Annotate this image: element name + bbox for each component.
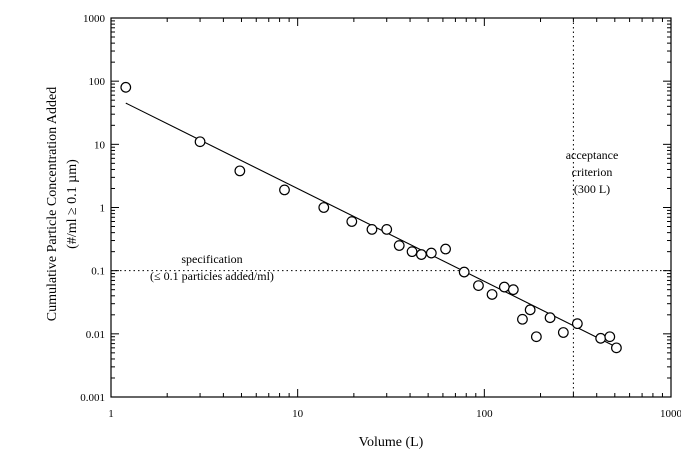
data-point [406,246,418,258]
data-point [530,331,542,343]
data-point [194,136,206,148]
x-tick-label: 1000 [660,408,681,420]
data-point [517,313,528,325]
y-tick-label: 1 [100,203,106,215]
data-point [440,243,451,255]
data-point [486,289,498,300]
data-point [557,327,569,338]
data-point [611,342,622,354]
x-tick-label: 10 [292,408,304,420]
x-tick-label: 100 [476,408,493,420]
annotation-acceptance-criterion: acceptance criterion (300 L) [566,148,619,196]
data-point [595,332,607,344]
data-point [120,81,132,93]
data-point [604,331,616,343]
y-tick-label: 0.01 [86,329,105,341]
annotation-specification-line: (≤ 0.1 particles added/ml) [150,269,274,283]
x-tick-label: 1 [108,408,114,420]
annotation-acceptance-line: acceptance [566,148,619,162]
data-point [498,281,510,293]
annotation-specification: specification (≤ 0.1 particles added/ml) [150,252,274,283]
data-point [279,184,290,196]
y-tick-label: 0.001 [80,392,105,404]
data-point [571,318,583,330]
annotation-specification-line: specification [181,252,242,266]
data-point [366,224,378,235]
y-tick-label: 0.1 [91,266,105,278]
y-axis-title: Cumulative Particle Concentration Added [45,87,60,321]
plot-frame [110,17,672,398]
annotation-acceptance-line: criterion [572,165,613,179]
data-point [381,224,393,235]
plot-area: 1 10 100 1000 0.001 0.01 0.1 1 10 100 1000 [80,13,681,420]
y-axis-subtitle: (#/ml ≥ 0.1 µm) [65,159,80,249]
x-axis-title: Volume (L) [359,435,424,450]
data-point [425,247,437,259]
y-tick-label: 100 [89,76,106,88]
data-point [473,280,484,292]
data-point [393,240,405,251]
y-tick-label: 10 [94,139,106,151]
data-point [234,165,246,177]
data-point [346,216,358,227]
data-point [544,312,556,324]
data-point [318,202,330,213]
annotation-acceptance-line: (300 L) [574,182,610,196]
data-point [415,249,427,260]
data-point [524,304,536,316]
y-tick-label: 1000 [83,13,106,25]
data-point [507,284,519,296]
data-point [458,266,470,278]
